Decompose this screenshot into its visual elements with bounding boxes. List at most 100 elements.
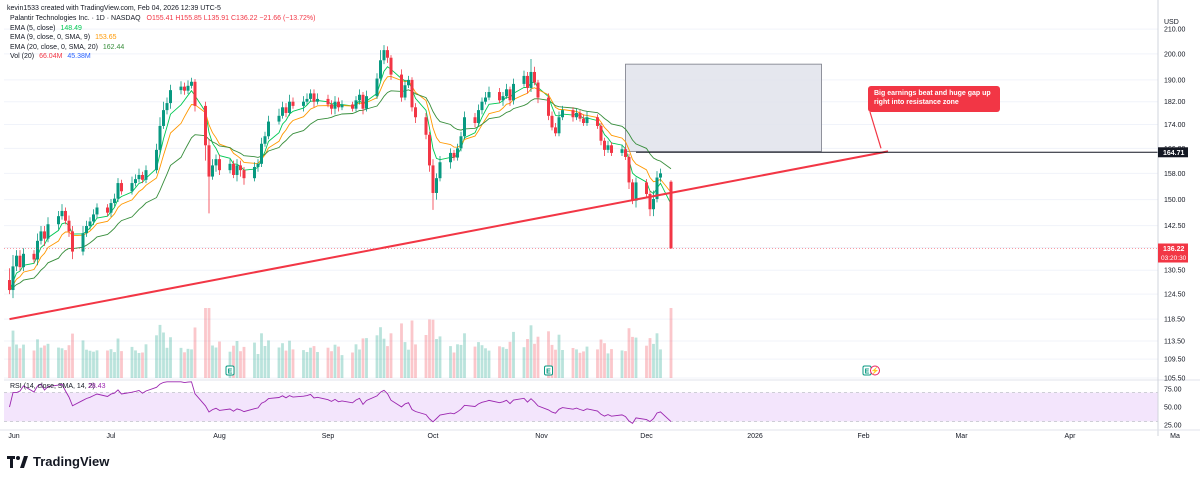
price-tick-label: 124.50 bbox=[1164, 292, 1186, 299]
candle-body bbox=[88, 221, 92, 227]
volume-bar bbox=[228, 351, 232, 378]
candle-body bbox=[106, 207, 109, 213]
volume-bar bbox=[144, 344, 148, 378]
legend-ema20[interactable]: EMA (20, close, 0, SMA, 20) 162.44 bbox=[10, 43, 315, 53]
candle-body bbox=[242, 170, 246, 179]
symbol-name[interactable]: Palantir Technologies Inc. · 1D · NASDAQ bbox=[10, 15, 141, 22]
volume-bar bbox=[186, 348, 190, 378]
candle-body bbox=[130, 183, 134, 192]
candle-body bbox=[351, 104, 354, 109]
candle-body bbox=[22, 253, 25, 268]
time-tick-label: Apr bbox=[1065, 433, 1077, 440]
candle-body bbox=[193, 81, 197, 106]
candle-body bbox=[46, 224, 50, 239]
countdown-label: 03:20:30 bbox=[1161, 255, 1187, 262]
volume-bar bbox=[386, 346, 389, 378]
earnings-callout[interactable]: Big earnings beat and huge gap up right … bbox=[868, 86, 1000, 112]
candle-body bbox=[8, 280, 11, 291]
legend-volume[interactable]: Vol (20) 66.04M 45.38M bbox=[10, 52, 315, 62]
candle-body bbox=[354, 100, 358, 109]
volume-bar bbox=[326, 347, 330, 378]
volume-bar bbox=[193, 327, 197, 378]
volume-bar bbox=[113, 352, 116, 378]
vol-value-2: 45.38M bbox=[67, 53, 91, 61]
candle-body bbox=[144, 170, 148, 180]
volume-bar bbox=[354, 344, 358, 378]
candle-body bbox=[190, 81, 193, 86]
volume-bar bbox=[575, 349, 578, 378]
candle-body bbox=[477, 110, 480, 124]
volume-bar bbox=[512, 331, 515, 378]
volume-bar bbox=[267, 340, 270, 378]
volume-bar bbox=[64, 350, 67, 378]
candle-body bbox=[648, 193, 652, 210]
volume-bar bbox=[477, 342, 480, 378]
volume-bar bbox=[501, 347, 505, 378]
rsi-tick-label: 50.00 bbox=[1164, 405, 1182, 412]
volume-bar bbox=[498, 346, 501, 378]
volume-bar bbox=[351, 352, 354, 378]
candle-body bbox=[214, 159, 218, 166]
volume-bar bbox=[179, 347, 183, 378]
candle-body bbox=[627, 156, 631, 183]
volume-bar bbox=[487, 350, 491, 378]
candle-body bbox=[428, 134, 431, 166]
candle-body bbox=[186, 85, 190, 91]
candle-body bbox=[85, 226, 88, 234]
volume-bar bbox=[155, 335, 158, 378]
volume-bar bbox=[624, 351, 627, 378]
volume-bar bbox=[46, 343, 50, 378]
volume-bar bbox=[239, 351, 242, 378]
tradingview-wordmark: TradingView bbox=[33, 454, 110, 469]
dividend-lightning-icon bbox=[870, 365, 880, 376]
candle-body bbox=[456, 148, 459, 158]
candle-body bbox=[459, 136, 463, 149]
candle-body bbox=[312, 93, 316, 102]
resistance-zone-box bbox=[625, 63, 822, 152]
candle-body bbox=[36, 240, 39, 260]
candle-body bbox=[302, 101, 305, 106]
volume-bar bbox=[529, 325, 533, 378]
time-tick-label: Nov bbox=[535, 433, 548, 440]
candle-body bbox=[361, 94, 365, 109]
candle-body bbox=[480, 101, 484, 111]
candle-body bbox=[179, 86, 183, 91]
volume-bar bbox=[260, 333, 263, 378]
volume-bar bbox=[204, 308, 207, 378]
candle-body bbox=[316, 98, 319, 102]
candle-body bbox=[501, 96, 505, 101]
candle-body bbox=[407, 79, 410, 86]
volume-bar bbox=[533, 343, 536, 378]
candle-body bbox=[498, 92, 501, 101]
candle-body bbox=[333, 101, 337, 109]
candle-body bbox=[596, 117, 599, 126]
tradingview-logo[interactable]: TradingView bbox=[7, 454, 109, 469]
volume-bar bbox=[232, 345, 235, 378]
volume-bar bbox=[291, 349, 295, 378]
volume-bar bbox=[120, 351, 123, 378]
legend-ema5[interactable]: EMA (5, close) 148.49 bbox=[10, 24, 315, 34]
volume-bar bbox=[337, 346, 340, 378]
volume-bar bbox=[309, 347, 312, 378]
volume-bar bbox=[165, 347, 169, 378]
time-tick-label: 2026 bbox=[747, 433, 763, 440]
volume-bar bbox=[407, 349, 410, 378]
rsi-tick-label: 25.00 bbox=[1164, 423, 1182, 430]
candle-body bbox=[438, 162, 442, 179]
earnings-marker-label: E bbox=[865, 369, 870, 376]
candle-body bbox=[536, 82, 540, 98]
candle-body bbox=[463, 117, 466, 137]
volume-bar bbox=[627, 328, 631, 378]
volume-bar bbox=[141, 352, 144, 378]
legend-symbol-line[interactable]: Palantir Technologies Inc. · 1D · NASDAQ… bbox=[10, 14, 315, 24]
legend-ema9[interactable]: EMA (9, close, 0, SMA, 9) 153.65 bbox=[10, 33, 315, 43]
ema5-label: EMA (5, close) bbox=[10, 24, 56, 32]
volume-bar bbox=[606, 353, 610, 378]
candle-body bbox=[267, 121, 270, 137]
candle-body bbox=[547, 97, 550, 116]
rsi-tick-label: 75.00 bbox=[1164, 387, 1182, 394]
volume-bar bbox=[648, 338, 652, 378]
candle-body bbox=[109, 203, 113, 213]
volume-bar bbox=[95, 350, 99, 378]
